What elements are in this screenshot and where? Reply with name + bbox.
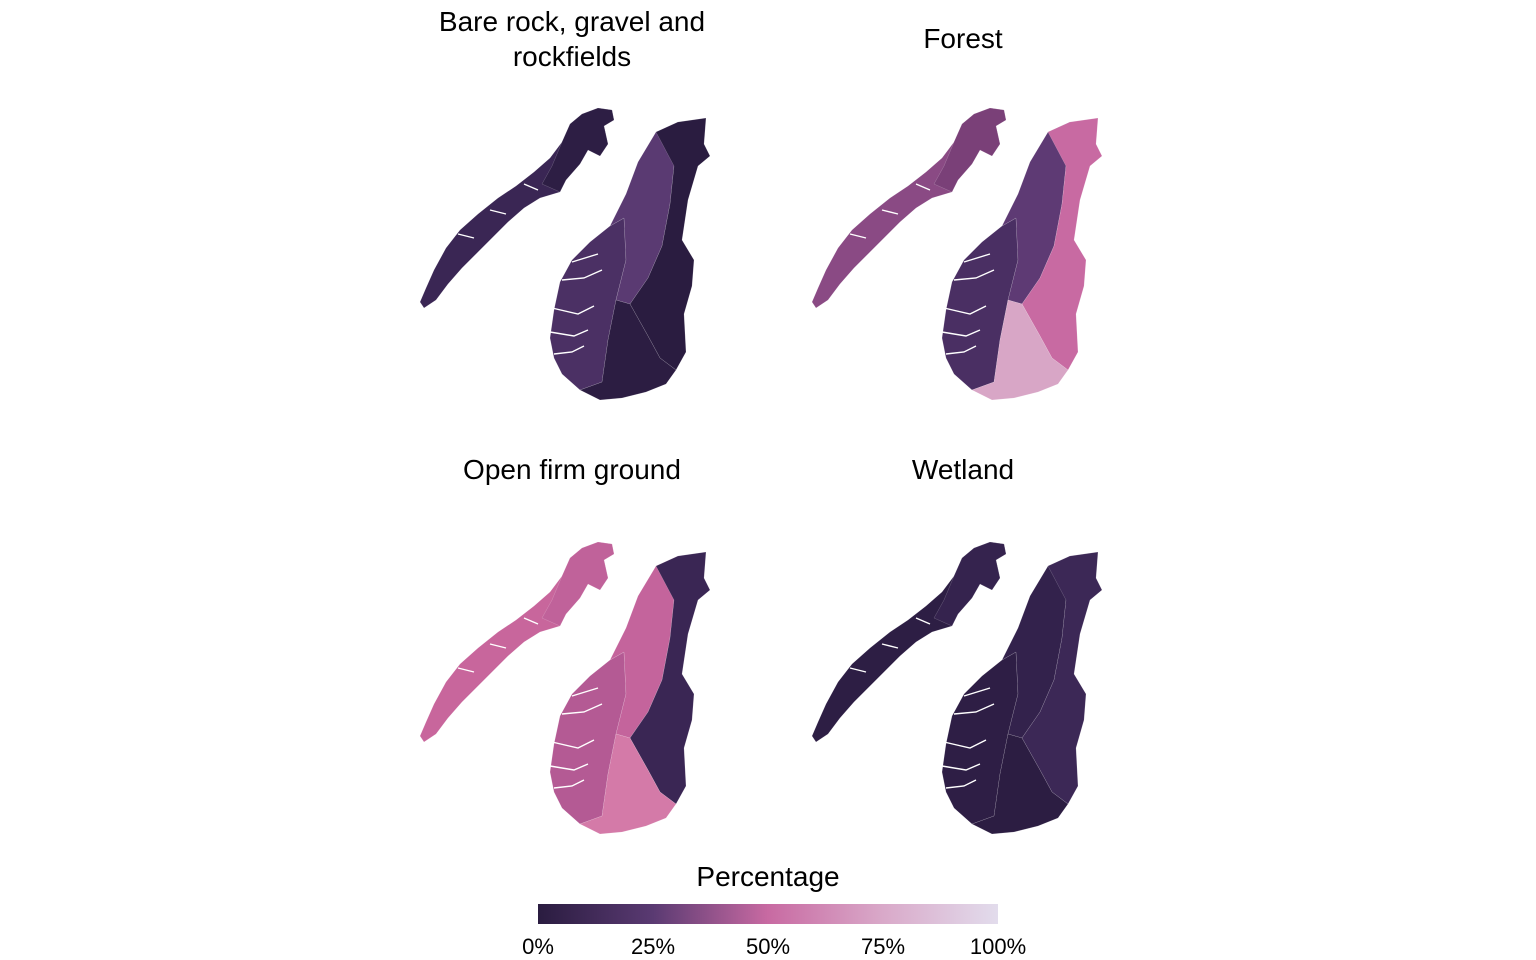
fjord-line (943, 739, 987, 749)
map-forest (811, 107, 1103, 401)
legend-colorbar (538, 904, 998, 924)
legend-tick-label: 75% (860, 934, 906, 959)
fjord-line (941, 763, 981, 771)
panel-title-bare-rock: Bare rock, gravel and rockfields (377, 4, 767, 74)
fjord-line (561, 269, 603, 281)
fjord-line (549, 763, 589, 771)
fjord-line (953, 703, 995, 715)
map-bare-rock (419, 107, 711, 401)
map-open-firm-ground (419, 541, 711, 835)
fjord-line (489, 643, 507, 649)
fjord-line (953, 269, 995, 281)
fjord-line (571, 253, 599, 263)
fjord-line (457, 667, 475, 673)
fjord-line (523, 617, 539, 625)
region-eastern-norway (629, 551, 711, 805)
fjord-line (551, 739, 595, 749)
fjord-line (943, 305, 987, 315)
fjord-line (963, 253, 991, 263)
region-southern-norway (579, 733, 677, 835)
legend-tick-label: 100% (969, 934, 1027, 959)
region-eastern-norway (1021, 117, 1103, 371)
map-wetland (811, 541, 1103, 835)
legend-title: Percentage (696, 861, 840, 892)
region-troms (541, 107, 615, 193)
fjord-line (849, 667, 867, 673)
region-eastern-norway (629, 117, 711, 371)
panel-title-line: Bare rock, gravel and (438, 6, 706, 37)
fjord-line (881, 209, 899, 215)
fjord-line (915, 617, 931, 625)
fjord-line (561, 703, 603, 715)
region-southern-norway (971, 733, 1069, 835)
legend-tick-label: 0% (522, 934, 554, 959)
region-southern-norway (579, 299, 677, 401)
fjord-line (963, 687, 991, 697)
fjord-line (457, 233, 475, 239)
region-southern-norway (971, 299, 1069, 401)
panel-title-line: rockfields (512, 41, 632, 72)
panel-title-wetland: Wetland (911, 454, 1015, 485)
legend-tick-label: 50% (745, 934, 791, 959)
fjord-line (553, 779, 585, 789)
fjord-line (523, 183, 539, 191)
fjord-line (945, 345, 977, 355)
fjord-line (489, 209, 507, 215)
region-eastern-norway (1021, 551, 1103, 805)
panel-title-open-firm-ground: Open firm ground (463, 454, 681, 485)
panel-title-forest: Forest (923, 23, 1003, 54)
fjord-line (551, 305, 595, 315)
region-troms (933, 541, 1007, 627)
region-troms (933, 107, 1007, 193)
fjord-line (915, 183, 931, 191)
fjord-line (549, 329, 589, 337)
legend-tick-label: 25% (630, 934, 676, 959)
fjord-line (553, 345, 585, 355)
region-troms (541, 541, 615, 627)
fjord-line (849, 233, 867, 239)
fjord-line (571, 687, 599, 697)
fjord-line (945, 779, 977, 789)
fjord-line (881, 643, 899, 649)
fjord-line (941, 329, 981, 337)
